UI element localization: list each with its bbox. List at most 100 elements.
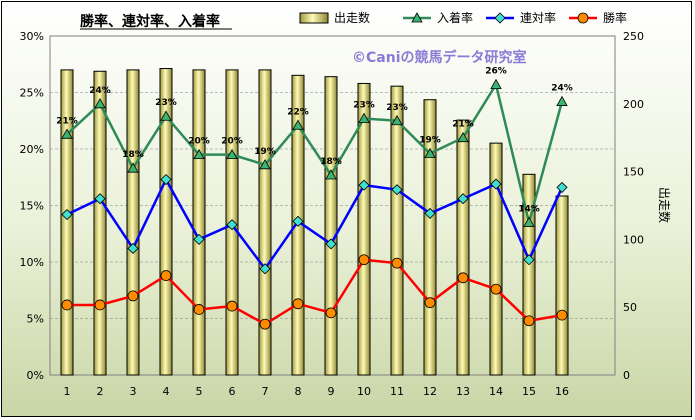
point-triangle [556,95,568,106]
point-circle [61,299,73,311]
point-diamond [160,173,172,186]
legend-marker [494,12,506,24]
bar [258,69,272,376]
point-triangle [424,147,436,158]
point-diamond [556,181,568,193]
right-tick-label: 150 [623,166,644,179]
data-label: 23% [386,103,408,113]
legend-swatch-bar [299,12,329,24]
point-circle [325,307,337,319]
point-circle [193,304,205,315]
left-tick-label: 30% [20,30,44,43]
x-tick-label: 1 [64,385,71,398]
point-diamond [358,179,370,191]
x-tick-label: 12 [423,385,437,398]
data-label: 21% [56,116,78,126]
data-label: 22% [287,107,309,117]
point-triangle [292,119,304,130]
point-triangle [325,169,337,180]
bar [489,142,503,376]
point-circle [127,290,139,302]
series-line [66,176,564,271]
point-diamond [325,238,337,250]
bar [390,85,404,376]
x-tick-label: 15 [522,385,536,398]
series-line [67,258,563,326]
point-triangle [94,97,106,109]
point-triangle [259,158,271,170]
point-diamond [457,193,469,205]
point-diamond [424,207,436,219]
bar [192,69,206,376]
data-label: 21% [452,120,474,130]
chart-title: 勝率、連対率、入着率 [80,13,220,30]
data-label: 14% [518,204,540,214]
right-tick-label: 200 [623,98,644,111]
x-tick-label: 3 [130,385,137,398]
x-tick-label: 16 [555,385,569,398]
point-circle [391,257,403,269]
left-tick-label: 10% [20,256,44,269]
point-triangle [61,128,73,139]
bar [126,69,140,376]
point-diamond [127,242,139,255]
point-circle [226,300,238,312]
point-circle [292,298,304,310]
left-tick-label: 15% [20,200,44,213]
point-triangle [358,112,370,123]
left-tick-label: 0% [27,369,44,382]
point-diamond [193,233,205,245]
point-diamond [490,178,502,190]
data-label: 23% [155,98,177,108]
legend-label: 入着率 [437,10,473,25]
point-circle [457,272,469,284]
x-tick-label: 5 [196,385,203,398]
legend: 出走数 入着率 連対率 勝率 [299,10,627,25]
legend-marker [577,12,589,24]
data-label: 20% [221,137,243,147]
x-tick-label: 10 [357,385,371,398]
point-diamond [292,215,304,227]
x-tick-label: 2 [97,385,104,398]
point-triangle [457,131,469,143]
point-diamond [94,193,106,205]
bar [357,82,371,376]
left-tick-label: 5% [27,313,44,326]
point-triangle [391,114,403,126]
data-label: 18% [122,150,144,160]
left-tick-label: 25% [20,87,44,100]
right-tick-label: 100 [623,233,644,246]
point-diamond [391,184,403,196]
data-label: 24% [551,84,573,94]
data-label: 26% [485,67,507,77]
data-label: 23% [353,100,375,110]
data-label: 24% [89,86,111,96]
data-label: 19% [419,136,441,146]
point-circle [94,299,106,311]
point-diamond [523,254,535,266]
series-line [66,81,564,223]
bar [324,76,338,376]
point-circle [424,297,436,309]
right-tick-label: 250 [623,30,644,43]
bar [60,69,74,376]
x-tick-label: 4 [163,385,170,398]
bar [93,70,107,376]
x-tick-label: 9 [328,385,335,398]
watermark: ©Caniの競馬データ研究室 [352,49,527,66]
point-diamond [61,208,73,221]
data-labels: 21% 24% 18% 23% 20% 20% 19% 22% 18% 23% 23% 19% 21% 2… [56,67,573,215]
x-tick-label: 14 [489,385,503,398]
x-tick-label: 11 [390,385,404,398]
point-circle [160,270,172,281]
point-circle [523,315,535,327]
legend-label: 連対率 [520,10,556,25]
point-diamond [259,263,271,275]
point-circle [259,318,271,330]
point-circle [358,254,370,266]
data-label: 20% [188,137,210,147]
left-tick-label: 20% [20,143,44,156]
